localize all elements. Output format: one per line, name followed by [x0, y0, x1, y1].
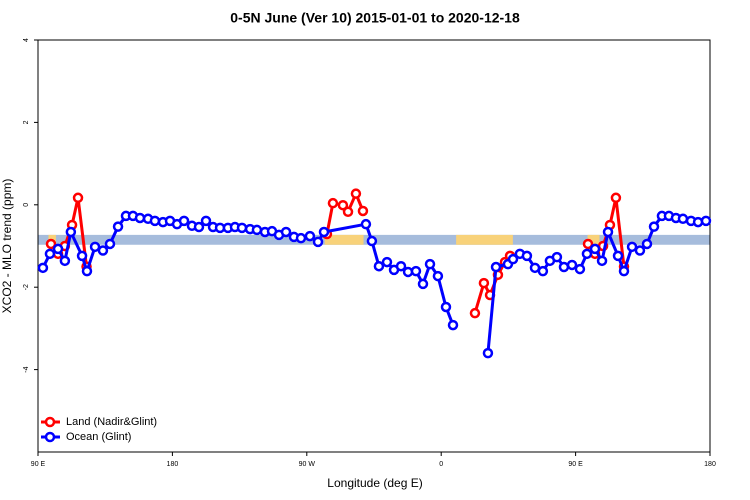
data-point [52, 243, 64, 255]
data-point [490, 261, 502, 273]
data-point [149, 215, 161, 227]
data-point [582, 238, 594, 250]
data-point [251, 224, 263, 236]
x-tick-label: 90 W [299, 461, 316, 468]
highlight-band [456, 234, 513, 245]
data-point [76, 250, 88, 262]
legend-label: Land (Nadir&Glint) [66, 416, 157, 428]
data-point [424, 258, 436, 270]
data-point [507, 253, 519, 265]
data-point [440, 301, 452, 313]
highlight-band [324, 234, 364, 245]
data-point [357, 205, 369, 217]
data-point [574, 263, 586, 275]
data-point [447, 319, 459, 331]
data-point [558, 261, 570, 273]
x-tick-label: 0 [439, 461, 443, 468]
legend-marker [44, 416, 56, 428]
x-tick-label: 180 [167, 461, 179, 468]
highlight-band [587, 234, 600, 245]
data-point [350, 188, 362, 199]
data-point [280, 226, 292, 238]
data-point [410, 265, 422, 277]
data-point [469, 307, 481, 319]
data-point [295, 232, 307, 244]
data-point [373, 260, 385, 272]
data-point [566, 259, 578, 271]
data-point [44, 248, 56, 260]
data-point [432, 270, 444, 282]
data-point [395, 260, 407, 272]
data-point [59, 255, 71, 267]
data-point [337, 199, 349, 211]
y-tick-label: 4 [23, 38, 30, 42]
legend-label: Ocean (Glint) [66, 431, 131, 443]
data-point [304, 230, 316, 242]
x-tick-label: 90 E [31, 461, 46, 468]
y-tick-label: -4 [23, 366, 30, 372]
data-point [134, 212, 146, 224]
x-axis-label: Longitude (deg E) [327, 476, 422, 490]
data-point [478, 277, 490, 289]
data-point [589, 243, 601, 255]
data-point [342, 206, 354, 218]
data-point [602, 226, 614, 238]
data-point [200, 215, 212, 227]
data-point [610, 192, 622, 204]
y-axis-label: XCO2 - MLO trend (ppm) [0, 179, 14, 314]
y-tick-label: 2 [23, 120, 30, 124]
data-point [700, 215, 712, 227]
data-point [104, 238, 116, 250]
data-point [677, 213, 689, 225]
data-point [641, 238, 653, 250]
data-point [366, 235, 378, 247]
x-tick-label: 90 E [568, 461, 583, 468]
y-tick-label: -2 [23, 284, 30, 290]
data-point [97, 245, 109, 256]
data-point [318, 226, 330, 238]
data-point [521, 250, 533, 262]
data-point [626, 241, 638, 253]
data-point [178, 215, 190, 227]
x-tick-label: 180 [704, 461, 716, 468]
data-point [648, 221, 660, 232]
y-tick-label: 0 [23, 203, 30, 207]
data-point [360, 218, 372, 230]
data-point [65, 226, 77, 238]
data-point [312, 236, 324, 248]
data-point [417, 278, 429, 290]
data-point [81, 265, 93, 277]
data-point [618, 265, 630, 277]
data-point [37, 262, 49, 274]
data-point [193, 221, 205, 233]
legend-marker [44, 431, 56, 443]
data-point [551, 251, 563, 263]
data-point [482, 347, 494, 359]
data-point [45, 238, 57, 250]
data-point [89, 241, 101, 253]
chart-title: 0-5N June (Ver 10) 2015-01-01 to 2020-12… [230, 10, 520, 26]
data-point [634, 245, 646, 256]
data-point [381, 256, 393, 268]
data-point [581, 248, 593, 260]
data-point [72, 192, 84, 204]
data-point [692, 216, 704, 228]
plot-frame [37, 39, 711, 453]
data-point [112, 221, 124, 232]
data-point [612, 250, 624, 262]
data-point [537, 265, 549, 277]
data-point [327, 197, 339, 209]
data-point [236, 222, 248, 234]
data-point [596, 255, 608, 267]
